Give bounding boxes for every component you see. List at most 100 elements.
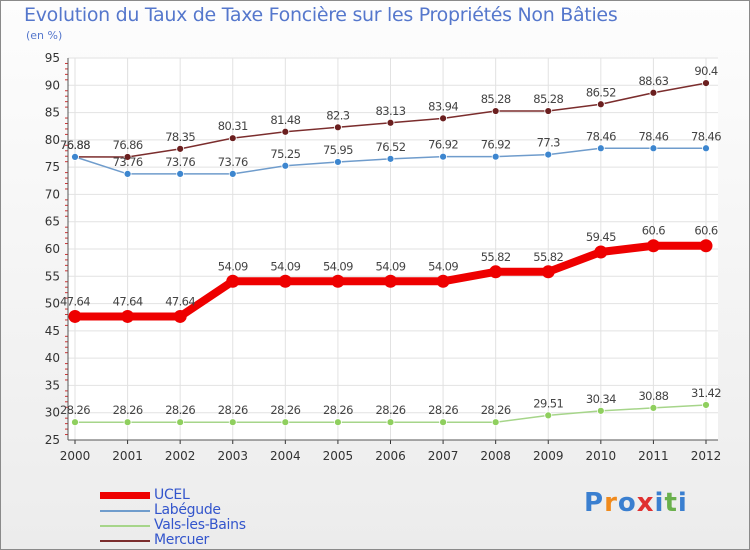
data-point-ucel xyxy=(436,274,450,288)
data-label-vals-les-bains: 28.26 xyxy=(113,403,143,417)
y-tick-label: 70 xyxy=(45,187,60,201)
x-tick-label: 2010 xyxy=(586,449,617,463)
data-point-lab-gude xyxy=(439,152,447,161)
data-label-mercuer: 76.88 xyxy=(60,138,90,152)
data-point-mercuer xyxy=(281,127,290,136)
data-label-mercuer: 86.52 xyxy=(586,85,616,99)
data-point-mercuer xyxy=(491,107,500,115)
data-point-mercuer xyxy=(702,79,710,88)
x-tick-label: 2005 xyxy=(323,449,354,463)
data-label-vals-les-bains: 28.26 xyxy=(481,403,511,417)
data-point-ucel xyxy=(173,309,187,323)
y-tick-label: 35 xyxy=(45,378,60,392)
legend-swatch xyxy=(100,524,150,527)
data-label-mercuer: 81.48 xyxy=(270,113,300,127)
data-label-vals-les-bains: 28.26 xyxy=(323,403,353,417)
x-tick-label: 2008 xyxy=(480,449,511,463)
data-point-vals-les-bains xyxy=(544,411,553,420)
data-label-lab-gude: 73.76 xyxy=(113,155,143,169)
data-label-vals-les-bains: 29.51 xyxy=(533,396,563,410)
legend-swatch xyxy=(100,509,150,512)
y-tick-label: 30 xyxy=(45,406,60,420)
x-tick-label: 2012 xyxy=(691,449,722,463)
data-point-ucel xyxy=(489,265,503,279)
data-label-ucel: 60.6 xyxy=(642,224,665,238)
data-point-vals-les-bains xyxy=(228,418,237,427)
y-tick-label: 45 xyxy=(45,324,60,338)
unit-label: (en %) xyxy=(26,29,63,42)
data-point-lab-gude xyxy=(596,144,605,153)
data-label-ucel: 60.6 xyxy=(694,224,717,238)
data-point-lab-gude xyxy=(702,144,710,153)
data-point-ucel xyxy=(278,274,292,288)
data-point-lab-gude xyxy=(281,161,290,170)
legend-item-vals-les-bains: Vals-les-Bains xyxy=(100,518,246,533)
data-label-mercuer: 82.3 xyxy=(326,108,349,122)
data-point-vals-les-bains xyxy=(176,418,185,427)
legend-label: Vals-les-Bains xyxy=(154,517,246,533)
data-label-vals-les-bains: 30.88 xyxy=(638,389,668,403)
logo-letter: i xyxy=(677,488,688,518)
data-label-mercuer: 90.4 xyxy=(694,64,717,78)
data-label-mercuer: 85.28 xyxy=(481,92,511,106)
y-tick-label: 85 xyxy=(45,106,60,120)
data-label-ucel: 47.64 xyxy=(60,294,90,308)
logo-letter: o xyxy=(617,488,637,518)
logo-letter: x xyxy=(636,488,655,518)
data-label-ucel: 55.82 xyxy=(481,250,511,264)
data-point-lab-gude xyxy=(123,170,132,178)
data-point-vals-les-bains xyxy=(596,406,605,415)
data-label-mercuer: 78.35 xyxy=(165,130,195,144)
legend-label: Mercuer xyxy=(154,532,209,548)
data-label-ucel: 47.64 xyxy=(113,294,143,308)
data-label-vals-les-bains: 28.26 xyxy=(376,403,406,417)
y-tick-label: 55 xyxy=(45,269,60,283)
y-tick-label: 60 xyxy=(45,242,60,256)
data-label-mercuer: 76.86 xyxy=(113,138,143,152)
x-tick-label: 2003 xyxy=(217,449,248,463)
data-point-vals-les-bains xyxy=(386,418,395,427)
data-point-vals-les-bains xyxy=(702,401,710,409)
x-tick-label: 2009 xyxy=(533,449,564,463)
data-point-ucel xyxy=(594,245,608,259)
data-point-vals-les-bains xyxy=(649,404,658,412)
data-label-vals-les-bains: 28.26 xyxy=(270,403,300,417)
chart-title: Evolution du Taux de Taxe Foncière sur l… xyxy=(24,4,618,26)
data-label-vals-les-bains: 30.34 xyxy=(586,392,616,406)
x-tick-label: 2006 xyxy=(375,449,406,463)
data-label-vals-les-bains: 31.42 xyxy=(691,386,721,400)
x-tick-label: 2001 xyxy=(112,449,143,463)
legend-item-labegude: Labégude xyxy=(100,503,246,518)
data-point-ucel xyxy=(331,274,345,288)
data-point-mercuer xyxy=(123,153,132,161)
data-label-ucel: 59.45 xyxy=(586,230,616,244)
data-point-mercuer xyxy=(386,118,395,127)
logo-letter: P xyxy=(584,488,605,518)
data-point-lab-gude xyxy=(71,152,79,161)
y-tick-label: 65 xyxy=(45,215,60,229)
data-point-ucel xyxy=(121,309,135,323)
data-point-lab-gude xyxy=(334,158,342,166)
legend-label: UCEL xyxy=(154,487,190,503)
y-tick-label: 75 xyxy=(45,160,60,174)
logo-letter: t xyxy=(664,488,678,518)
legend-swatch xyxy=(100,492,150,499)
data-label-vals-les-bains: 28.26 xyxy=(218,403,248,417)
data-point-vals-les-bains xyxy=(71,418,79,427)
data-label-lab-gude: 76.92 xyxy=(428,138,458,152)
x-tick-label: 2002 xyxy=(165,449,196,463)
data-point-lab-gude xyxy=(649,144,658,153)
legend: UCEL Labégude Vals-les-Bains Mercuer xyxy=(100,488,246,548)
data-point-vals-les-bains xyxy=(491,418,500,427)
data-point-lab-gude xyxy=(491,152,500,161)
data-label-ucel: 54.09 xyxy=(323,259,353,273)
data-point-vals-les-bains xyxy=(123,418,132,427)
data-label-ucel: 55.82 xyxy=(533,250,563,264)
legend-item-mercuer: Mercuer xyxy=(100,533,246,548)
data-label-lab-gude: 76.92 xyxy=(481,138,511,152)
logo-letter: i xyxy=(654,488,665,518)
data-label-vals-les-bains: 28.26 xyxy=(428,403,458,417)
data-point-ucel xyxy=(68,309,82,323)
data-label-vals-les-bains: 28.26 xyxy=(60,403,90,417)
data-label-ucel: 47.64 xyxy=(165,294,195,308)
